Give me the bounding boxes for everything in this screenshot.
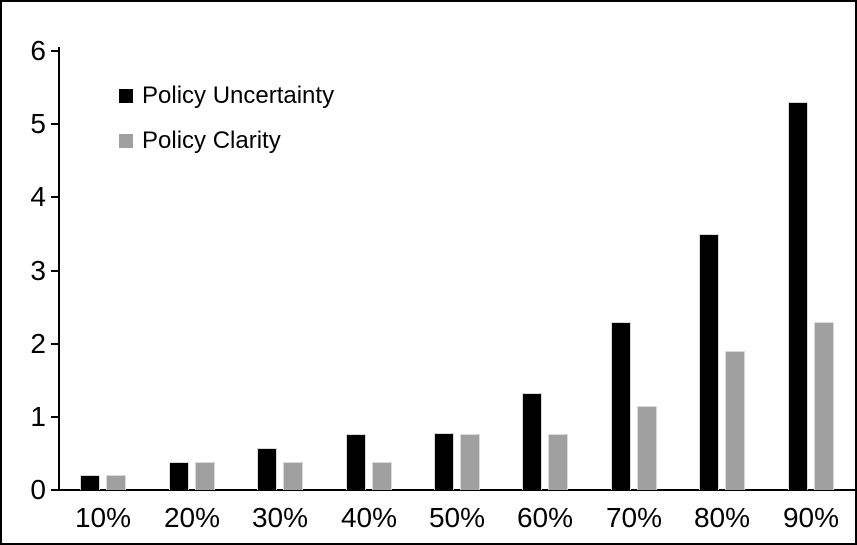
bar-policy-clarity bbox=[283, 462, 303, 490]
x-axis-label: 20% bbox=[163, 502, 221, 533]
y-tick bbox=[51, 50, 59, 52]
legend-item-policy-clarity: Policy Clarity bbox=[119, 129, 334, 153]
bar-policy-clarity bbox=[814, 322, 834, 490]
bar-policy-clarity bbox=[195, 462, 215, 490]
y-tick bbox=[51, 123, 59, 126]
bar-policy-uncertainty bbox=[699, 234, 719, 490]
x-axis-label: 50% bbox=[428, 502, 486, 533]
y-tick-label: 2 bbox=[30, 327, 46, 359]
y-tick bbox=[51, 342, 59, 345]
y-tick bbox=[51, 196, 59, 199]
y-tick-label: 3 bbox=[30, 254, 46, 286]
policy-clarity-swatch bbox=[119, 134, 133, 148]
bar-policy-uncertainty bbox=[788, 102, 808, 490]
bar-policy-uncertainty bbox=[169, 462, 189, 490]
y-tick-label: 1 bbox=[30, 400, 46, 432]
bar-policy-uncertainty bbox=[522, 393, 542, 490]
bar-policy-clarity bbox=[548, 434, 568, 490]
y-tick bbox=[51, 489, 59, 491]
bar-policy-clarity bbox=[372, 462, 392, 490]
y-tick-label: 6 bbox=[30, 35, 46, 66]
x-axis-label: 40% bbox=[340, 502, 398, 533]
legend: Policy Uncertainty Policy Clarity bbox=[119, 84, 334, 174]
bar-policy-uncertainty bbox=[80, 475, 100, 490]
bar-policy-clarity bbox=[725, 351, 745, 490]
y-tick bbox=[51, 269, 59, 272]
legend-item-policy-uncertainty: Policy Uncertainty bbox=[119, 84, 334, 108]
bar-policy-clarity bbox=[637, 406, 657, 490]
x-axis-label: 80% bbox=[693, 502, 751, 533]
x-axis-label: 10% bbox=[74, 502, 132, 533]
y-tick-label: 0 bbox=[30, 474, 46, 505]
x-axis-label: 60% bbox=[516, 502, 574, 533]
bar-policy-uncertainty bbox=[346, 434, 366, 490]
bar-policy-clarity bbox=[106, 475, 126, 490]
x-axis-line bbox=[58, 489, 855, 491]
legend-label-policy-uncertainty: Policy Uncertainty bbox=[142, 82, 335, 109]
bar-policy-uncertainty bbox=[257, 448, 277, 490]
x-axis-label: 70% bbox=[605, 502, 663, 533]
bar-policy-uncertainty bbox=[611, 322, 631, 490]
policy-uncertainty-swatch bbox=[119, 89, 133, 103]
y-tick-label: 5 bbox=[30, 108, 46, 140]
legend-label-policy-clarity: Policy Clarity bbox=[142, 127, 281, 154]
bar-policy-uncertainty bbox=[434, 433, 454, 490]
bar-policy-clarity bbox=[460, 434, 480, 490]
y-tick bbox=[51, 415, 59, 418]
x-axis-label: 90% bbox=[782, 502, 840, 533]
y-tick-label: 4 bbox=[30, 181, 46, 213]
y-axis-line bbox=[58, 47, 60, 491]
x-axis-label: 30% bbox=[251, 502, 309, 533]
